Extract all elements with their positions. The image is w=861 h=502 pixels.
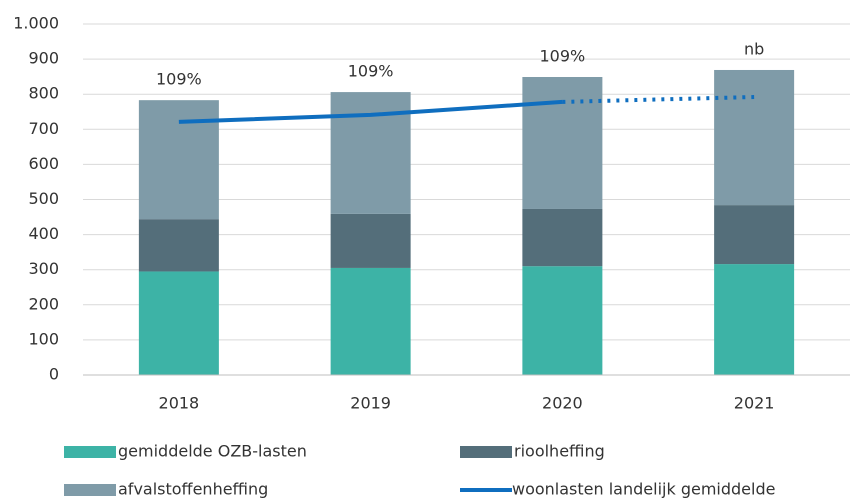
y-tick-label: 600 — [28, 154, 59, 173]
x-tick-label: 2020 — [542, 394, 583, 413]
bar-segment — [714, 205, 795, 265]
x-tick-label: 2021 — [734, 394, 775, 413]
bar-segment — [138, 100, 219, 220]
annotation: 109% — [348, 62, 394, 81]
bar-segment — [138, 219, 219, 272]
annotation: 109% — [540, 47, 586, 66]
y-tick-label: 900 — [28, 49, 59, 68]
bar-segment — [138, 271, 219, 375]
legend-label: woonlasten landelijk gemiddelde — [512, 480, 775, 499]
x-tick-label: 2018 — [159, 394, 200, 413]
bar-segment — [522, 77, 603, 209]
legend-label: rioolheffing — [514, 442, 605, 461]
legend-label: gemiddelde OZB-lasten — [118, 442, 307, 461]
bar-segment — [522, 266, 603, 375]
y-tick-label: 700 — [28, 119, 59, 138]
y-tick-label: 200 — [28, 294, 59, 313]
legend-swatch — [64, 446, 116, 458]
y-tick-label: 1.000 — [13, 14, 59, 33]
legend-swatch — [64, 484, 116, 496]
bar-segment — [330, 267, 411, 375]
y-tick-label: 300 — [28, 259, 59, 278]
bar-segment — [714, 69, 795, 206]
line-solid — [178, 99, 563, 124]
annotation: 109% — [156, 70, 202, 89]
y-tick-label: 400 — [28, 224, 59, 243]
annotation: nb — [744, 39, 764, 58]
y-tick-label: 100 — [28, 329, 59, 348]
legend-label: afvalstoffenheffing — [118, 480, 268, 499]
y-tick-label: 0 — [49, 365, 59, 384]
bar-segment — [714, 264, 795, 375]
legend-swatch — [460, 446, 512, 458]
x-tick-label: 2019 — [350, 394, 391, 413]
bar-segment — [330, 92, 411, 214]
y-tick-label: 500 — [28, 189, 59, 208]
y-tick-label: 800 — [28, 84, 59, 103]
bar-segment — [330, 213, 411, 268]
bar-segment — [522, 208, 603, 267]
